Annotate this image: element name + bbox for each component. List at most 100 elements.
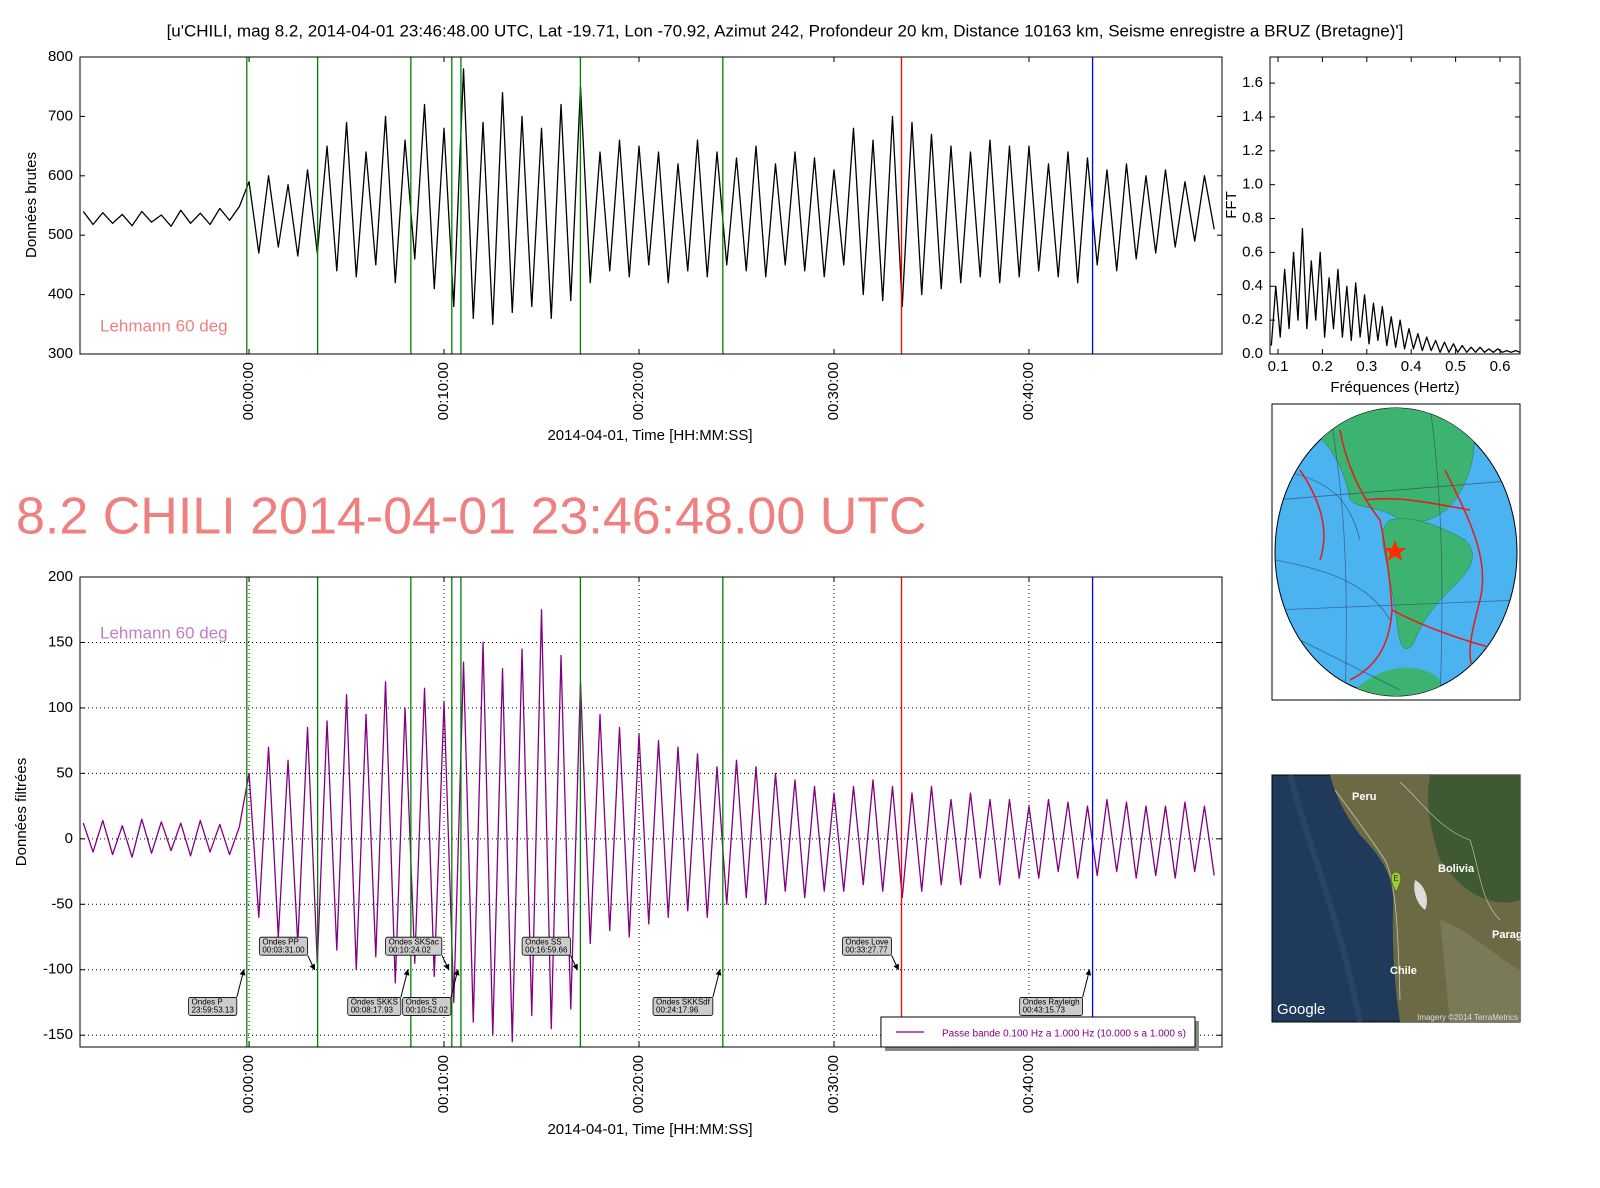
annotation-arrow [1082, 969, 1092, 998]
y-tick-label: 50 [56, 764, 73, 781]
phase-annotation: Ondes P23:59:53.13 [188, 969, 246, 1016]
note: Lehmann 60 deg [100, 316, 228, 335]
annotation-box [402, 997, 452, 1016]
y-tick-label: -150 [43, 1026, 73, 1043]
annotation-box [385, 936, 443, 956]
y-tick-label: 0.4 [1242, 277, 1263, 294]
x-tick-label: 00:40:00 [1020, 362, 1037, 420]
y-tick-label: 100 [48, 699, 73, 716]
annotation-time: 00:33:27.77 [845, 945, 888, 954]
axes-background [80, 577, 1222, 1047]
x-tick-label: 00:20:00 [630, 1055, 647, 1113]
x-tick-label: 0.3 [1356, 358, 1377, 375]
x-tick-label: 00:40:00 [1020, 1055, 1037, 1113]
annotation-arrow [712, 969, 722, 998]
annotation-label: Ondes P [192, 998, 223, 1007]
annotation-box [521, 936, 571, 956]
y-tick-label: 1.0 [1242, 176, 1263, 193]
y-tick-label: 0.6 [1242, 243, 1263, 260]
y-tick-label: -100 [43, 961, 73, 978]
y-axis-label: FFT [1223, 191, 1240, 219]
y-tick-label: 800 [48, 48, 73, 65]
x-tick-label: 00:00:00 [240, 362, 257, 420]
map-label: Chile [1390, 965, 1417, 977]
x-tick-label: 0.1 [1268, 358, 1289, 375]
x-tick-label: 00:00:00 [240, 1055, 257, 1113]
annotation-label: Ondes SKKS [351, 998, 398, 1007]
series-layer [82, 68, 1215, 325]
axes-frame [79, 576, 1223, 1048]
legend-label: Passe bande 0.100 Hz a 1.000 Hz (10.000 … [942, 1029, 1186, 1040]
series-line [82, 609, 1215, 1043]
annotation-label: Ondes SKKSdf [656, 998, 711, 1007]
map-marker: E [1393, 874, 1398, 883]
y-tick-label: 600 [48, 167, 73, 184]
series-line [1270, 228, 1520, 353]
x-tick-label: 00:30:00 [825, 1055, 842, 1113]
y-tick-label: 400 [48, 286, 73, 303]
y-tick-label: -50 [51, 895, 73, 912]
annotation-label: Ondes Rayleigh [1023, 998, 1080, 1007]
annotation-arrow [891, 954, 899, 971]
annotation-box [188, 997, 238, 1016]
axes-frame [1269, 56, 1521, 355]
annotation-time: 00:08:17.93 [351, 1006, 394, 1015]
annotation-time: 00:16:59.66 [525, 945, 568, 954]
x-tick-label: 0.6 [1490, 358, 1511, 375]
y-tick-label: 300 [48, 345, 73, 362]
y-tick-label: 0 [65, 830, 73, 847]
annotation-box [652, 997, 714, 1016]
annotation-arrow [400, 969, 410, 998]
annotation-time: 00:43:15.73 [1023, 1006, 1066, 1015]
annotation-label: Ondes SS [525, 937, 561, 946]
x-tick-label: 0.2 [1312, 358, 1333, 375]
annotation-arrow [236, 969, 246, 998]
x-axis-label: 2014-04-01, Time [HH:MM:SS] [547, 1121, 752, 1138]
annotation-label: Ondes S [406, 998, 437, 1007]
legend: Passe bande 0.100 Hz a 1.000 Hz (10.000 … [880, 1016, 1199, 1051]
plot-area: -150 -100 -50 0 50 100 150 200 00:00:00 00:10:00 0… [13, 568, 1223, 1138]
y-axis-label: Données brutes [23, 152, 40, 258]
plot-area: 0.0 0.2 0.4 0.6 0.8 1.0 1.2 1.4 1.6 0.1 0.2 0.3 0.4 0… [1223, 56, 1521, 396]
annotation-arrow [450, 969, 460, 998]
x-tick-label: 0.4 [1401, 358, 1422, 375]
series-layer [1270, 228, 1520, 353]
annotation-label: Ondes Love [845, 937, 889, 946]
y-tick-label: 1.2 [1242, 142, 1263, 159]
annotation-label: Ondes SKSac [389, 937, 439, 946]
series-line [82, 68, 1215, 325]
x-axis-label: 2014-04-01, Time [HH:MM:SS] [547, 427, 752, 444]
annotation-arrow [441, 954, 450, 971]
map-label: Parag [1492, 929, 1523, 941]
y-tick-label: 500 [48, 226, 73, 243]
axes-frame [79, 56, 1223, 355]
annotation-box [1019, 997, 1083, 1016]
series-layer [82, 609, 1215, 1043]
x-tick-label: 00:10:00 [435, 362, 452, 420]
annotation-time: 00:10:24.02 [389, 945, 432, 954]
annotation-label: Ondes PP [262, 937, 298, 946]
map-label: Peru [1352, 791, 1376, 803]
x-axis-label: Fréquences (Hertz) [1330, 379, 1459, 396]
annotation-arrow [569, 954, 578, 971]
annotation-time: 00:10:52.02 [406, 1006, 449, 1015]
y-tick-label: 1.4 [1242, 108, 1263, 125]
map-label: Bolivia [1438, 863, 1475, 875]
annotation-time: 23:59:53.13 [192, 1006, 235, 1015]
x-tick-label: 00:30:00 [825, 362, 842, 420]
annotation-time: 00:03:31.00 [262, 945, 305, 954]
map-credit: Google [1277, 1001, 1325, 1018]
y-axis-label: Données filtrées [13, 758, 30, 866]
annotation-arrow [307, 954, 316, 971]
figure-title: [u'CHILI, mag 8.2, 2014-04-01 23:46:48.0… [167, 21, 1404, 40]
y-tick-label: 1.6 [1242, 74, 1263, 91]
note: Lehmann 60 deg [100, 623, 228, 642]
